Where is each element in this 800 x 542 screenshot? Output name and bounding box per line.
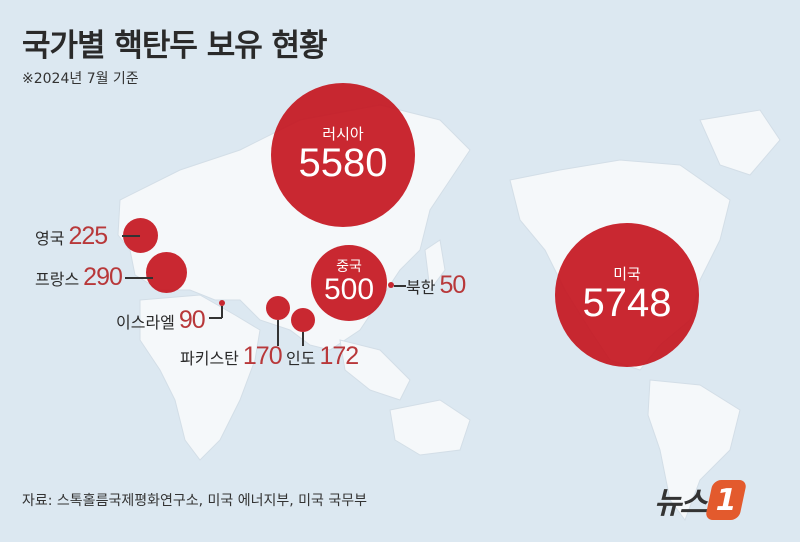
- warhead-count: 90: [178, 306, 206, 334]
- country-name: 인도: [286, 349, 316, 368]
- label-israel: 이스라엘 90: [116, 306, 206, 335]
- warhead-count: 50: [439, 271, 466, 299]
- country-name: 미국: [613, 264, 641, 283]
- country-name: 프랑스: [35, 270, 80, 289]
- label-india: 인도 172: [286, 342, 359, 371]
- date-note: ※2024년 7월 기준: [22, 71, 139, 87]
- logo-text: 뉴스: [654, 486, 707, 521]
- africa-landmass: [139, 294, 261, 461]
- leader-line-france: [125, 277, 153, 279]
- bubble-usa: 미국 5748: [555, 223, 699, 367]
- label-pakistan: 파키스탄 170: [180, 342, 283, 371]
- bubble-pakistan: [266, 296, 290, 320]
- leader-line-pakistan: [277, 320, 279, 346]
- logo-mark: 1: [704, 480, 748, 520]
- bubble-china: 중국 500: [311, 245, 387, 321]
- south-america-landmass: [647, 379, 741, 522]
- leader-line-north-korea: [394, 285, 406, 287]
- leader-line-uk: [122, 235, 140, 237]
- japan-landmass: [424, 239, 446, 292]
- news1-logo: 뉴스 1: [654, 478, 748, 522]
- label-france: 프랑스 290: [35, 263, 123, 292]
- warhead-count: 225: [68, 222, 108, 250]
- leader-line-israel: [221, 306, 223, 318]
- bubble-france: [146, 252, 187, 293]
- country-name: 북한: [406, 278, 436, 297]
- page-title: 국가별 핵탄두 보유 현황: [22, 28, 328, 64]
- leader-line-israel-h: [209, 317, 222, 319]
- country-name: 이스라엘: [116, 313, 175, 332]
- southeast-asia-landmass: [339, 339, 411, 401]
- warhead-count: 170: [242, 342, 283, 370]
- country-name: 영국: [35, 229, 65, 248]
- country-name: 중국: [336, 259, 362, 276]
- greenland-landmass: [699, 109, 781, 176]
- bubble-india: [291, 308, 315, 332]
- label-uk: 영국 225: [35, 222, 108, 251]
- country-name: 파키스탄: [180, 349, 239, 368]
- leader-line-india: [302, 332, 304, 346]
- warhead-count: 500: [323, 273, 375, 307]
- warhead-count: 5748: [582, 280, 672, 325]
- warhead-count: 290: [83, 263, 123, 291]
- bubble-north-korea: [388, 282, 394, 288]
- australia-landmass: [389, 399, 471, 456]
- source-note: 자료: 스톡홀름국제평화연구소, 미국 에너지부, 미국 국무부: [22, 493, 367, 509]
- warhead-count: 5580: [298, 140, 388, 185]
- bubble-russia: 러시아 5580: [271, 83, 415, 227]
- label-north-korea: 북한 50: [406, 271, 466, 300]
- country-name: 러시아: [322, 124, 364, 143]
- bubble-israel: [219, 300, 225, 306]
- warhead-count: 172: [319, 342, 359, 370]
